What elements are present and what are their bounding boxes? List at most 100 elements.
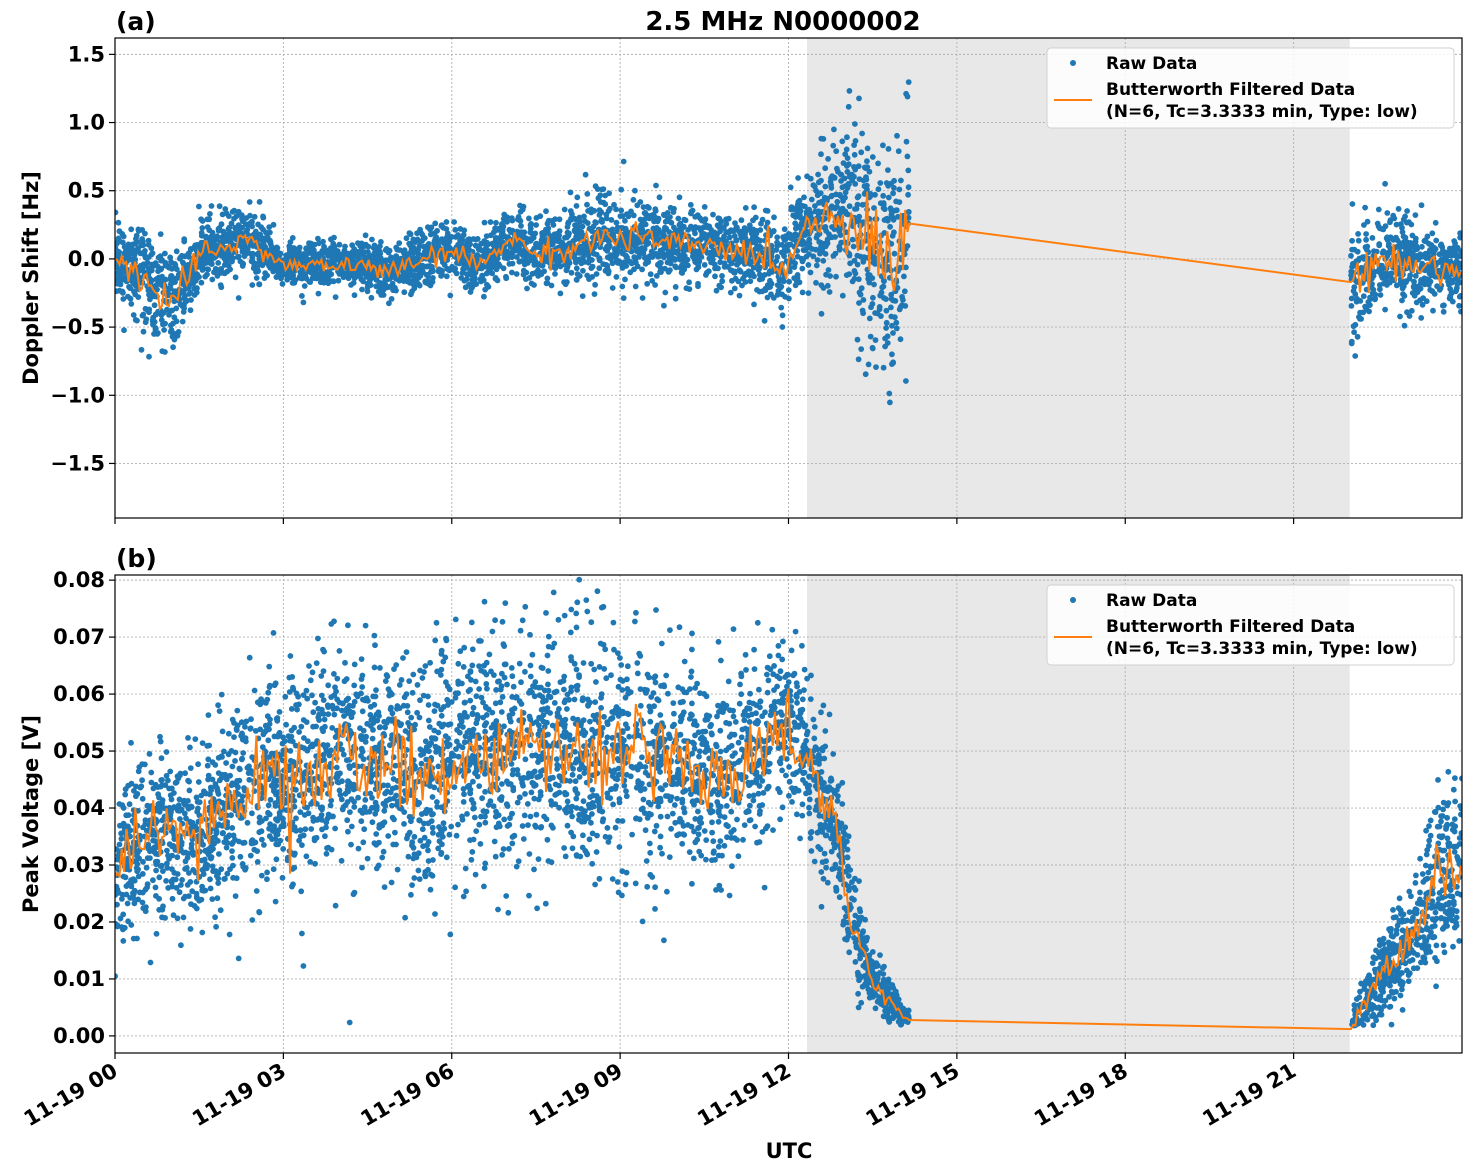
raw-data-point [1362,204,1368,211]
raw-data-point [661,211,667,218]
raw-data-point [150,316,156,323]
raw-data-point [270,221,277,228]
raw-data-point [670,247,677,253]
raw-data-point [118,835,125,842]
raw-data-point [751,204,757,211]
raw-data-point [198,279,205,286]
raw-data-point [378,239,384,245]
raw-data-point [491,229,497,236]
raw-data-point [728,259,735,266]
raw-data-point [346,252,353,258]
raw-data-point [824,195,831,202]
raw-data-point [1358,316,1364,322]
raw-data-point [661,302,667,309]
raw-data-point [164,306,170,313]
raw-data-point [885,146,892,152]
raw-data-point [767,277,773,284]
raw-data-point [169,333,176,340]
raw-data-point [521,261,528,268]
raw-data-point [1418,277,1424,284]
raw-data-point [509,260,516,267]
raw-data-point [196,203,202,210]
raw-data-point [815,171,821,178]
raw-data-point [236,253,242,260]
raw-data-point [142,248,148,254]
raw-data-point [646,205,652,211]
raw-data-point [529,651,536,658]
raw-data-point [779,241,785,248]
raw-data-point [231,215,237,222]
raw-data-point [816,812,823,819]
raw-data-point [166,311,172,318]
raw-data-point [532,258,539,265]
raw-data-point [655,215,662,222]
raw-data-point [208,203,215,209]
legend-label-raw: Raw Data [1106,54,1197,74]
raw-data-point [320,697,327,703]
raw-data-point [460,786,467,792]
raw-data-point [458,275,465,281]
raw-data-point [778,304,785,311]
raw-data-point [887,223,893,230]
raw-data-point [325,273,332,280]
raw-data-point [852,138,859,144]
raw-data-point [852,181,859,187]
raw-data-point [731,285,738,292]
raw-data-point [709,230,715,237]
raw-data-point [313,660,320,666]
raw-data-point [791,234,798,241]
raw-data-point [425,277,431,284]
raw-data-point [340,252,346,259]
raw-data-point [482,788,488,795]
raw-data-point [268,247,275,254]
raw-data-point [730,626,737,632]
raw-data-point [832,234,838,240]
raw-data-point [818,151,824,158]
raw-data-point [483,233,490,240]
raw-data-point [451,219,457,225]
raw-data-point [509,217,516,224]
raw-data-point [1375,223,1382,230]
raw-data-point [774,254,781,260]
raw-data-point [1367,294,1373,301]
raw-data-point [1438,257,1444,264]
raw-data-point [174,854,181,861]
raw-data-point [564,229,571,236]
raw-data-point [818,244,824,250]
raw-data-point [597,192,604,199]
raw-data-point [689,880,695,887]
raw-data-point [645,240,652,247]
raw-data-point [187,246,194,252]
y-tick-label: −0.5 [50,315,105,339]
raw-data-point [241,253,248,259]
raw-data-point [584,220,591,227]
raw-data-point [452,694,459,701]
raw-data-point [659,850,665,857]
raw-data-point [169,265,175,272]
raw-data-point [627,269,634,276]
raw-data-point [818,177,824,184]
raw-data-point [496,225,502,232]
raw-data-point [658,640,665,647]
raw-data-point [646,254,652,261]
raw-data-point [265,258,271,265]
raw-data-point [115,219,122,226]
raw-data-point [211,255,218,261]
raw-data-point [226,931,233,938]
raw-data-point [444,230,451,237]
raw-data-point [893,319,900,326]
raw-data-point [1403,246,1409,253]
raw-data-point [640,250,647,257]
raw-data-point [723,229,729,235]
raw-data-point [504,218,510,225]
raw-data-point [668,219,675,226]
raw-data-point [489,240,496,247]
raw-data-point [895,213,901,220]
raw-data-point [419,231,426,238]
raw-data-point [262,235,269,241]
raw-data-point [1390,212,1397,219]
raw-data-point [432,911,438,917]
raw-data-point [900,297,906,303]
raw-data-point [510,247,517,254]
raw-data-point [830,142,837,149]
